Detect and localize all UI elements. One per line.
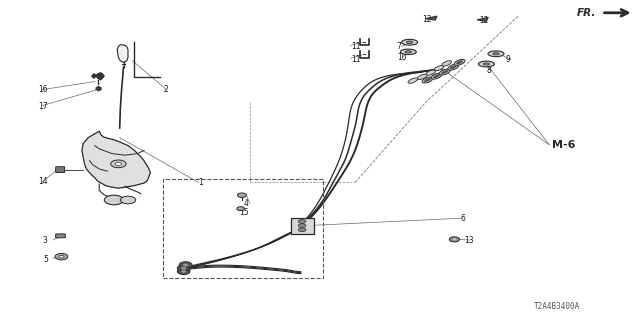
- Text: 6: 6: [461, 214, 466, 223]
- Ellipse shape: [440, 69, 450, 75]
- Ellipse shape: [402, 39, 418, 45]
- Circle shape: [181, 267, 186, 269]
- Ellipse shape: [424, 78, 431, 82]
- Ellipse shape: [435, 66, 444, 71]
- Bar: [163, 179, 323, 278]
- Polygon shape: [92, 73, 104, 80]
- Polygon shape: [96, 86, 101, 91]
- Polygon shape: [291, 218, 314, 234]
- Ellipse shape: [441, 70, 449, 74]
- Text: 16: 16: [38, 85, 48, 94]
- Circle shape: [298, 220, 306, 223]
- Text: 8: 8: [486, 66, 491, 75]
- Text: 9: 9: [506, 55, 511, 64]
- Text: 12: 12: [479, 16, 488, 25]
- Ellipse shape: [488, 51, 504, 57]
- Text: 5: 5: [43, 255, 48, 264]
- Text: 13: 13: [464, 236, 474, 245]
- Ellipse shape: [479, 61, 495, 67]
- Text: 4: 4: [243, 199, 248, 208]
- Ellipse shape: [433, 74, 440, 78]
- Polygon shape: [82, 131, 150, 188]
- Polygon shape: [477, 17, 488, 21]
- Circle shape: [177, 265, 190, 271]
- Circle shape: [179, 262, 192, 268]
- Circle shape: [104, 195, 124, 205]
- Ellipse shape: [422, 77, 433, 83]
- Text: 1: 1: [198, 178, 203, 187]
- FancyBboxPatch shape: [56, 167, 65, 172]
- Circle shape: [55, 253, 68, 260]
- Ellipse shape: [406, 41, 413, 44]
- Circle shape: [115, 162, 122, 165]
- Ellipse shape: [442, 61, 451, 66]
- Ellipse shape: [405, 51, 412, 53]
- Text: 2: 2: [163, 85, 168, 94]
- Text: 3: 3: [43, 236, 48, 245]
- Circle shape: [181, 270, 186, 273]
- Ellipse shape: [448, 64, 458, 70]
- Text: 10: 10: [397, 53, 406, 62]
- Circle shape: [59, 255, 64, 258]
- Text: FR.: FR.: [577, 8, 596, 18]
- Ellipse shape: [449, 65, 457, 69]
- Text: 17: 17: [38, 102, 48, 111]
- Text: 11: 11: [351, 42, 360, 51]
- Text: 12: 12: [422, 15, 432, 24]
- FancyBboxPatch shape: [56, 234, 65, 238]
- Circle shape: [237, 193, 246, 197]
- Ellipse shape: [456, 60, 463, 64]
- Circle shape: [111, 160, 126, 168]
- Ellipse shape: [483, 63, 490, 65]
- Circle shape: [449, 237, 460, 242]
- Ellipse shape: [454, 60, 465, 65]
- Polygon shape: [426, 16, 437, 20]
- Circle shape: [452, 238, 456, 240]
- Text: 15: 15: [239, 208, 248, 217]
- Text: 11: 11: [351, 55, 360, 64]
- Text: M-6: M-6: [552, 140, 575, 150]
- Circle shape: [183, 264, 188, 266]
- Text: 7: 7: [397, 42, 402, 51]
- Polygon shape: [117, 45, 128, 62]
- Ellipse shape: [408, 78, 417, 83]
- Circle shape: [298, 228, 306, 232]
- Circle shape: [237, 207, 244, 211]
- Circle shape: [298, 224, 306, 228]
- Circle shape: [120, 196, 136, 204]
- Ellipse shape: [493, 53, 499, 55]
- Ellipse shape: [431, 73, 442, 79]
- Text: T2A4B3400A: T2A4B3400A: [534, 302, 580, 311]
- Text: 14: 14: [38, 177, 48, 186]
- Ellipse shape: [426, 70, 435, 75]
- Circle shape: [177, 268, 190, 275]
- Ellipse shape: [418, 74, 427, 79]
- Ellipse shape: [401, 49, 417, 55]
